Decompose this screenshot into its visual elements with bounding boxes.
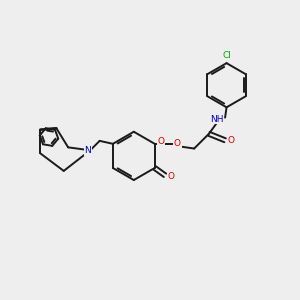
Text: N: N [85, 146, 91, 155]
Text: O: O [174, 139, 181, 148]
Text: O: O [227, 136, 235, 145]
Text: Cl: Cl [222, 51, 231, 60]
Text: NH: NH [210, 115, 224, 124]
Text: O: O [167, 172, 174, 181]
Text: O: O [158, 137, 165, 146]
